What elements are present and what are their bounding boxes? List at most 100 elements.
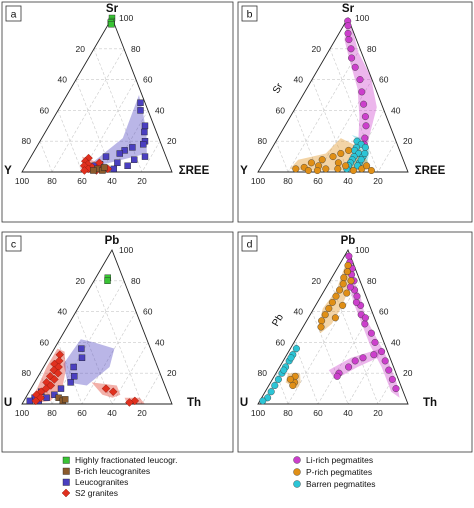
data-point-p-rich bbox=[292, 165, 300, 173]
legend-marker-li-rich bbox=[293, 456, 301, 464]
panel-b-points bbox=[292, 17, 375, 174]
tick-label: 20 bbox=[373, 176, 383, 186]
tick-label: 40 bbox=[58, 75, 68, 85]
data-point-p-rich bbox=[313, 166, 321, 174]
grid-line bbox=[81, 311, 137, 405]
data-point-barren bbox=[271, 382, 279, 390]
data-point-li-rich bbox=[367, 329, 375, 337]
data-point-p-rich bbox=[336, 286, 344, 294]
tick-label: 80 bbox=[258, 368, 268, 378]
panel-c-letter: c bbox=[11, 239, 16, 251]
tick-label: 60 bbox=[77, 176, 87, 186]
data-point-s2 bbox=[108, 387, 118, 396]
data-point-s2 bbox=[31, 396, 41, 406]
grid-line bbox=[111, 110, 149, 173]
data-point-leucogranite bbox=[124, 162, 131, 170]
tick-label: 20 bbox=[137, 176, 147, 186]
data-point-p-rich bbox=[318, 317, 326, 325]
tick-label: 40 bbox=[294, 307, 304, 317]
tick-label: 60 bbox=[143, 307, 153, 317]
data-point-s2 bbox=[125, 398, 134, 407]
tick-label: 100 bbox=[355, 13, 369, 23]
tick-label: 40 bbox=[155, 105, 165, 115]
vertex-label-top: Sr bbox=[342, 3, 355, 15]
tick-label: 20 bbox=[167, 368, 177, 378]
tick-label: 80 bbox=[131, 44, 141, 54]
data-point-barren bbox=[287, 354, 295, 362]
tick-label: 20 bbox=[76, 44, 86, 54]
tick-label: 100 bbox=[355, 245, 369, 255]
data-point-leucogranite bbox=[70, 363, 77, 371]
data-point-s2 bbox=[53, 368, 63, 378]
panel-c-triangle bbox=[21, 248, 173, 405]
data-point-p-rich bbox=[286, 375, 294, 383]
legend-marker-barren bbox=[293, 480, 301, 488]
data-point-p-rich bbox=[342, 162, 350, 170]
data-point-li-rich bbox=[351, 357, 359, 365]
tick-label: 80 bbox=[22, 136, 32, 146]
grid-line bbox=[141, 141, 161, 173]
tick-label: 40 bbox=[391, 105, 401, 115]
data-point-li-rich bbox=[361, 314, 369, 322]
data-point-leucogranite bbox=[130, 156, 138, 163]
data-point-li-rich bbox=[345, 363, 353, 371]
data-point-li-rich bbox=[344, 29, 352, 37]
tick-label: 20 bbox=[403, 368, 413, 378]
data-point-barren bbox=[361, 149, 369, 157]
data-point-hf-leucogranite bbox=[104, 277, 111, 284]
panel-a-letter-box bbox=[5, 5, 22, 22]
tick-label: 40 bbox=[107, 408, 117, 418]
data-point-leucogranite bbox=[116, 150, 124, 157]
data-point-leucogranite bbox=[70, 373, 78, 380]
data-point-li-rich bbox=[358, 88, 366, 96]
panel-d-ticks: 20 40 60 80 100 80 60 40 20 100 80 60 40 20 bbox=[251, 245, 413, 418]
legend-left: Highly fractionated leucogr.B-rich leuco… bbox=[61, 455, 178, 498]
tick-label: 100 bbox=[119, 245, 133, 255]
data-point-li-rich bbox=[347, 45, 355, 53]
tick-label: 100 bbox=[15, 408, 29, 418]
tick-label: 40 bbox=[155, 337, 165, 347]
data-point-li-rich bbox=[370, 351, 378, 359]
tick-label: 20 bbox=[312, 276, 322, 286]
panel-d-letter-box bbox=[241, 235, 258, 252]
tick-label: 60 bbox=[143, 75, 153, 85]
data-point-s2 bbox=[50, 375, 59, 384]
grid-line bbox=[141, 373, 161, 405]
legend-right: Li-rich pegmatites P-rich pegmatites Barre… bbox=[293, 455, 375, 489]
legend-marker-leucogranite bbox=[62, 478, 70, 486]
data-point-p-rich bbox=[337, 149, 345, 157]
tick-label: 60 bbox=[40, 337, 50, 347]
data-point-barren bbox=[361, 143, 369, 151]
data-point-p-rich bbox=[307, 159, 315, 167]
data-point-b-rich bbox=[62, 396, 69, 403]
data-point-barren bbox=[357, 156, 365, 164]
data-point-li-rich bbox=[345, 36, 353, 44]
data-point-p-rich bbox=[329, 153, 337, 161]
data-point-p-rich bbox=[340, 274, 348, 282]
data-point-s2 bbox=[101, 384, 111, 393]
tick-label: 100 bbox=[15, 176, 29, 186]
data-point-p-rich bbox=[328, 298, 336, 306]
data-point-leucogranite bbox=[137, 107, 144, 114]
tick-label: 80 bbox=[367, 276, 377, 286]
grid-line bbox=[293, 342, 319, 405]
tick-label: 100 bbox=[119, 13, 133, 23]
panel-c-points bbox=[26, 274, 140, 407]
data-point-leucogranite bbox=[141, 128, 148, 136]
tick-label: 40 bbox=[343, 176, 353, 186]
panel-a-group: a 20 40 60 80 100 80 60 40 20 100 80 60 40 20 Sr Y ΣREE bbox=[1, 1, 234, 223]
data-point-li-rich bbox=[352, 298, 360, 306]
tick-label: 80 bbox=[131, 276, 141, 286]
grid-line bbox=[317, 311, 373, 405]
data-point-p-rich bbox=[363, 162, 371, 170]
data-point-leucogranite bbox=[141, 153, 149, 160]
panel-a-grid bbox=[39, 48, 161, 173]
vertex-label-top: Pb bbox=[105, 235, 120, 247]
tick-label: 60 bbox=[40, 105, 50, 115]
grid-line bbox=[111, 342, 149, 405]
data-point-barren bbox=[292, 345, 300, 353]
tick-label: 60 bbox=[313, 176, 323, 186]
